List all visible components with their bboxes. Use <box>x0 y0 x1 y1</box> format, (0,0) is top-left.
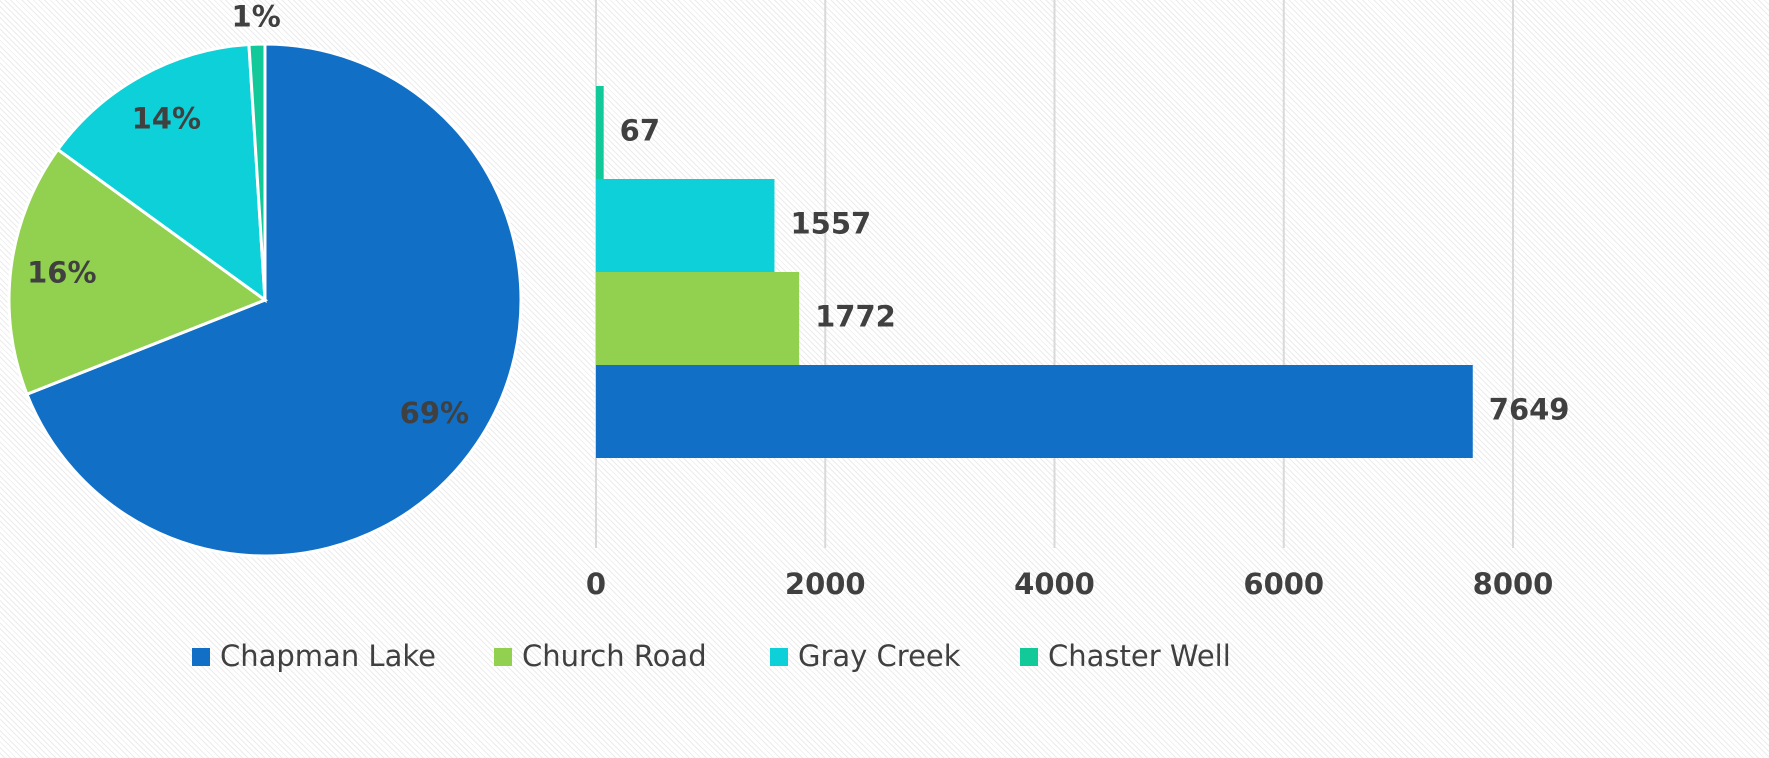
legend-swatch <box>494 648 512 666</box>
x-tick-label: 2000 <box>785 567 866 601</box>
pie-label: 16% <box>27 255 96 289</box>
pie-slice <box>7 147 269 397</box>
legend-swatch <box>770 648 788 666</box>
legend-label: Church Road <box>522 639 707 673</box>
legend-swatch <box>192 648 210 666</box>
pie-slice <box>247 42 267 301</box>
pie-slice <box>25 42 523 558</box>
legend-label: Chaster Well <box>1048 639 1231 673</box>
x-tick-label: 4000 <box>1014 567 1095 601</box>
pie-label: 1% <box>232 0 281 34</box>
bar-label: 67 <box>620 114 660 148</box>
bar-label: 1557 <box>790 207 871 241</box>
pie-label: 14% <box>132 102 201 136</box>
bar <box>596 272 800 365</box>
bar <box>596 86 604 179</box>
pie-label: 69% <box>400 396 469 430</box>
bar-label: 1772 <box>815 300 896 334</box>
bar-label: 7649 <box>1489 393 1570 427</box>
legend-label: Chapman Lake <box>220 639 436 673</box>
legend-swatch <box>1020 648 1038 666</box>
x-tick-label: 8000 <box>1473 567 1554 601</box>
x-tick-label: 6000 <box>1243 567 1324 601</box>
legend-label: Gray Creek <box>798 639 961 673</box>
pie-slice <box>55 42 267 304</box>
bar <box>596 179 775 272</box>
bar <box>596 365 1473 458</box>
x-tick-label: 0 <box>586 567 606 601</box>
